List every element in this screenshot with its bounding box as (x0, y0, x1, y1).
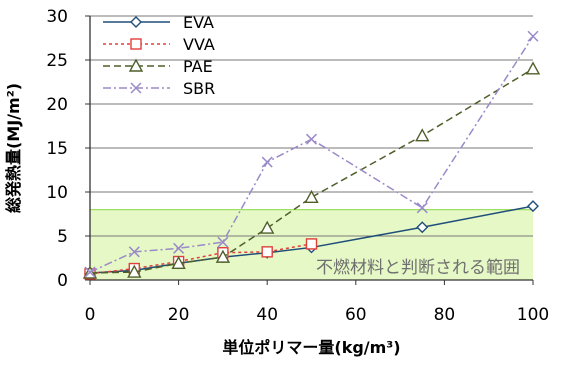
legend-item-eva: EVA (103, 13, 214, 32)
data-point-sbr (527, 30, 539, 42)
y-tick-label: 5 (57, 227, 68, 247)
data-point-pae (415, 128, 430, 142)
legend-marker (130, 82, 142, 94)
y-tick-label: 25 (46, 51, 68, 71)
data-point-pae (215, 249, 231, 263)
legend-item-sbr: SBR (103, 79, 215, 98)
series-line-eva (89, 205, 534, 274)
x-tick-label: 80 (434, 305, 456, 325)
data-point-pae (171, 255, 186, 269)
y-tick-label: 15 (46, 139, 68, 159)
y-axis-title: 総発熱量(MJ/m²) (4, 83, 23, 213)
series-pae (82, 61, 541, 279)
x-tick-label: 40 (256, 305, 278, 325)
series-sbr (84, 30, 539, 278)
legend-item-vva: VVA (103, 35, 215, 54)
data-point-sbr (84, 266, 96, 278)
y-tick-label: 30 (46, 7, 68, 27)
legend-marker (130, 16, 142, 28)
data-point-vva (305, 238, 318, 250)
legend-item-pae: PAE (103, 57, 213, 76)
x-tick-label: 20 (168, 305, 190, 325)
data-point-sbr (305, 133, 318, 145)
legend-label: PAE (183, 57, 213, 76)
legend-label: EVA (183, 13, 214, 32)
band-annotation-text: 不燃材料と判断される範囲 (316, 258, 520, 278)
x-tick-label: 100 (517, 305, 549, 325)
data-point-pae (260, 220, 275, 234)
series-line-sbr (89, 35, 534, 273)
data-point-pae (304, 189, 319, 203)
data-point-pae (127, 264, 142, 278)
y-tick-label: 0 (57, 271, 68, 291)
legend-label: SBR (183, 79, 215, 98)
y-tick-label: 20 (46, 95, 68, 115)
y-tick-label: 10 (46, 183, 68, 203)
data-point-eva (527, 200, 539, 213)
data-point-eva (416, 221, 429, 234)
legend-marker (128, 58, 144, 72)
data-point-sbr (416, 202, 428, 214)
x-tick-label: 0 (85, 305, 96, 325)
data-point-sbr (173, 242, 185, 254)
legend-label: VVA (183, 35, 215, 54)
legend-marker (130, 38, 142, 50)
data-point-sbr (217, 236, 229, 248)
x-axis-title: 単位ポリマー量(kg/m³) (222, 338, 400, 357)
data-point-pae (525, 61, 541, 75)
data-point-sbr (128, 246, 140, 258)
data-point-sbr (261, 156, 273, 168)
x-tick-label: 60 (345, 305, 367, 325)
series-line-vva (89, 243, 312, 275)
series-line-pae (89, 68, 534, 274)
data-point-vva (261, 246, 273, 258)
